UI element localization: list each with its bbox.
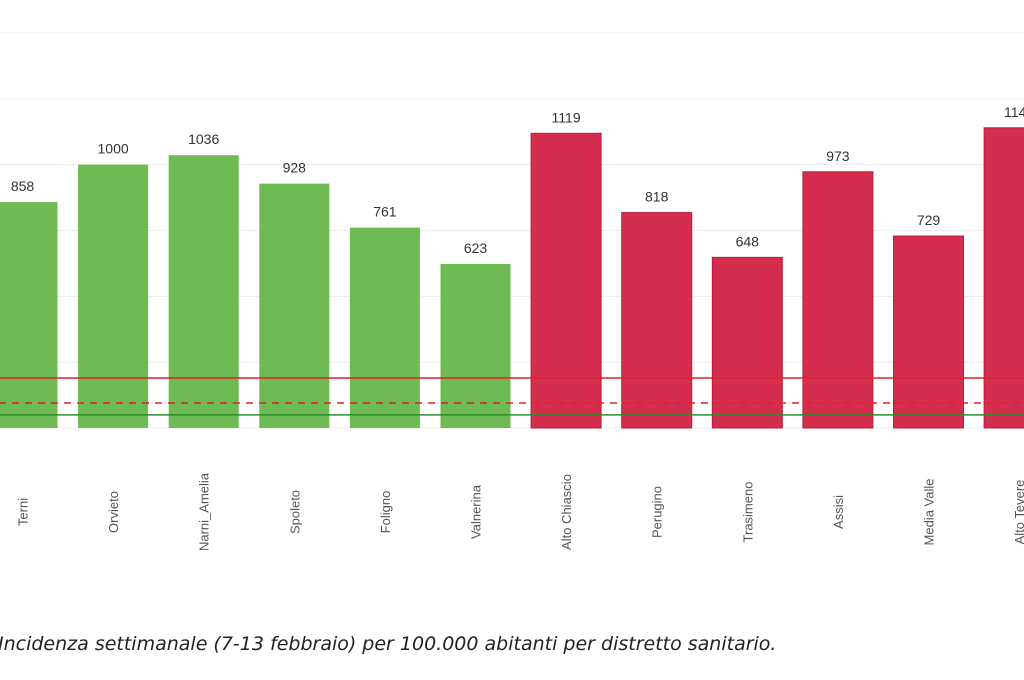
x-tick-label: Trasimeno — [740, 482, 755, 543]
bar — [802, 171, 874, 429]
bar — [530, 132, 602, 429]
value-label: 1140 — [1004, 104, 1024, 120]
value-label: 1036 — [188, 131, 219, 147]
value-label: 648 — [736, 233, 760, 249]
x-tick-label: Alto Tevere — [1012, 480, 1024, 545]
bar — [78, 164, 149, 428]
bar — [621, 212, 693, 429]
bar — [349, 227, 420, 428]
x-tick-label: Spoleto — [287, 490, 302, 534]
value-label: 729 — [917, 212, 941, 228]
bar — [440, 263, 511, 428]
value-label: 858 — [11, 178, 35, 194]
caption: Incidenza settimanale (7-13 febbraio) pe… — [0, 633, 776, 655]
bar — [893, 235, 964, 429]
bar — [0, 202, 58, 428]
bar — [983, 127, 1024, 429]
x-tick-label: Orvieto — [106, 491, 121, 533]
bar — [168, 155, 239, 429]
bar — [711, 256, 783, 429]
x-tick-label: Narni_Amelia — [197, 472, 212, 551]
value-label: 818 — [645, 189, 669, 205]
value-label: 623 — [464, 240, 488, 256]
x-tick-label: Foligno — [378, 491, 393, 534]
value-label: 928 — [283, 160, 307, 176]
bar — [259, 183, 330, 428]
value-label: 1119 — [552, 109, 581, 125]
value-label: 761 — [373, 204, 397, 220]
x-tick-label: Terni — [16, 498, 31, 526]
value-label: 1000 — [98, 141, 129, 157]
x-tick-label: Perugino — [650, 486, 665, 538]
x-tick-label: Alto Chiascio — [559, 474, 574, 550]
x-tick-label: Assisi — [831, 495, 846, 529]
x-tick-label: Media Valle — [922, 479, 937, 546]
value-label: 973 — [826, 148, 850, 164]
x-tick-label: Valnerina — [469, 484, 484, 539]
